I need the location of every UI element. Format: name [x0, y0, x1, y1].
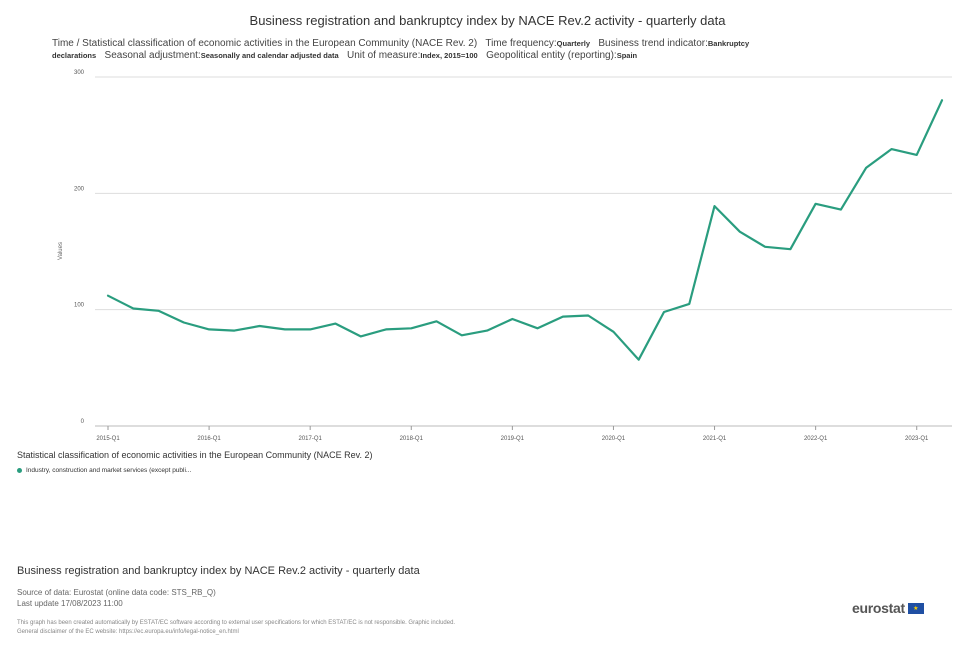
x-tick-label: 2021-Q1 [703, 436, 727, 442]
subtitle-unit-label: Unit of measure: [347, 50, 421, 61]
logo-text: eurostat [852, 600, 905, 616]
subtitle-seasonal-label: Seasonal adjustment: [104, 50, 201, 61]
legend-title: Statistical classification of economic a… [17, 450, 373, 460]
source-text: Source of data: Eurostat (online data co… [17, 588, 216, 597]
last-update-text: Last update 17/08/2023 11:00 [17, 599, 123, 608]
series-line [106, 99, 944, 361]
y-tick-label: 200 [74, 186, 85, 192]
subtitle-indicator-label: Business trend indicator: [598, 38, 708, 49]
chart-subtitle: Time / Statistical classification of eco… [52, 38, 872, 62]
footer-title: Business registration and bankruptcy ind… [17, 565, 420, 577]
x-tick-label: 2020-Q1 [602, 436, 626, 442]
subtitle-unit-value: Index, 2015=100 [420, 51, 478, 60]
chart-title: Business registration and bankruptcy ind… [249, 13, 726, 28]
legend-marker [17, 468, 22, 473]
y-tick-label: 300 [74, 70, 85, 76]
x-tick-label: 2016-Q1 [197, 436, 221, 442]
subtitle-freq-value: Quarterly [556, 39, 591, 48]
subtitle-geo-label: Geopolitical entity (reporting): [486, 50, 617, 61]
subtitle-geo-value: Spain [616, 51, 638, 60]
y-tick-label: 100 [74, 303, 85, 309]
legend-label: Industry, construction and market servic… [26, 467, 192, 474]
line-chart: 0 100 200 300 Values 2015-Q1 2016-Q1 2017-Q1 201… [58, 70, 952, 442]
x-tick-label: 2015-Q1 [96, 436, 120, 442]
disclaimer-line-1: This graph has been created automaticall… [17, 620, 456, 626]
footer-disclaimer: This graph has been created automaticall… [17, 619, 455, 637]
subtitle-seasonal-value: Seasonally and calendar adjusted data [200, 51, 339, 60]
eurostat-logo: eurostat ★ [852, 600, 924, 616]
subtitle-indicator-value-1: Bankruptcy [707, 39, 750, 48]
legend-item[interactable]: Industry, construction and market servic… [17, 467, 191, 474]
subtitle-freq-label: Time frequency: [485, 38, 557, 49]
x-tick-label: 2017-Q1 [299, 436, 323, 442]
x-tick-label: 2018-Q1 [400, 436, 424, 442]
eu-flag-icon: ★ [907, 602, 924, 614]
disclaimer-line-2: General disclaimer of the EC website: ht… [17, 629, 239, 635]
x-tick-label: 2019-Q1 [501, 436, 525, 442]
y-tick-label: 0 [81, 419, 85, 425]
subtitle-time: Time / Statistical classification of eco… [52, 38, 478, 49]
x-tick-label: 2022-Q1 [804, 436, 828, 442]
x-tick-label: 2023-Q1 [905, 436, 929, 442]
footer-source: Source of data: Eurostat (online data co… [17, 587, 216, 609]
y-axis-label: Values [58, 242, 64, 260]
subtitle-indicator-value-2: declarations [52, 51, 97, 60]
